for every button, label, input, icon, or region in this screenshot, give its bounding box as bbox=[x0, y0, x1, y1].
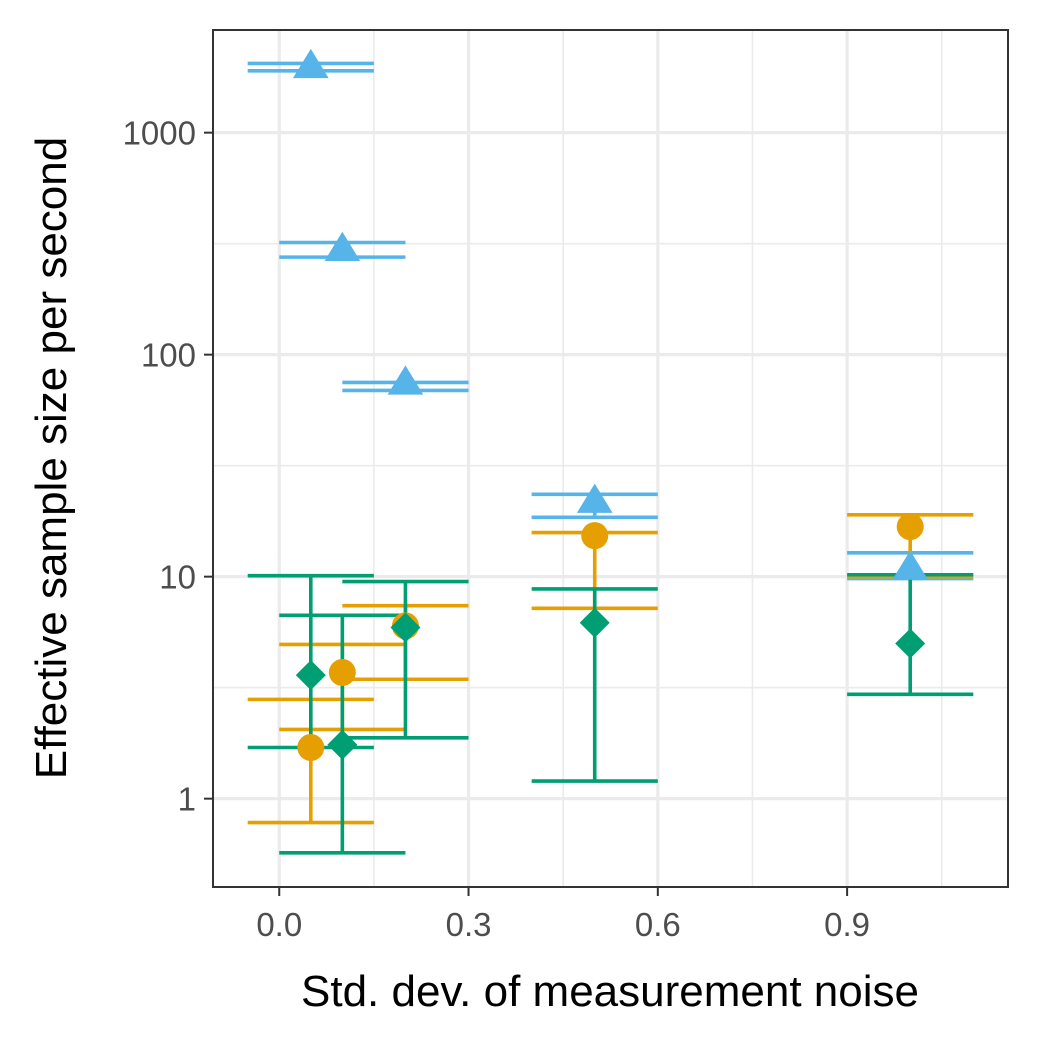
circle-point bbox=[581, 522, 609, 550]
y-tick-label: 1000 bbox=[123, 115, 196, 152]
triangle-point bbox=[324, 231, 361, 261]
axes: 0.0 0.3 0.6 0.9 1 10 100 1000 bbox=[123, 115, 870, 943]
x-axis-title: Std. dev. of measurement noise bbox=[301, 967, 919, 1016]
triangle-point bbox=[576, 483, 613, 513]
panel-background bbox=[213, 30, 1008, 887]
y-tick-label: 100 bbox=[141, 337, 196, 374]
data-points bbox=[292, 48, 929, 761]
y-axis-title: Effective sample size per second bbox=[27, 137, 76, 779]
panel-border bbox=[212, 29, 1009, 888]
x-tick-label: 0.0 bbox=[256, 906, 302, 943]
x-tick-label: 0.9 bbox=[824, 906, 870, 943]
diamond-point bbox=[327, 729, 358, 760]
diamond-point bbox=[390, 612, 421, 643]
triangle-point bbox=[292, 48, 329, 79]
circle-point bbox=[328, 659, 356, 687]
circle-point bbox=[896, 513, 924, 541]
x-tick-label: 0.6 bbox=[635, 906, 681, 943]
diamond-point bbox=[295, 660, 326, 691]
circle-point bbox=[297, 733, 325, 761]
diamond-point bbox=[579, 607, 610, 638]
x-tick-label: 0.3 bbox=[446, 906, 492, 943]
triangle-point bbox=[387, 365, 424, 395]
y-tick-label: 10 bbox=[159, 559, 196, 596]
triangle-point bbox=[892, 550, 929, 580]
y-tick-label: 1 bbox=[178, 781, 196, 818]
diamond-point bbox=[895, 628, 926, 659]
